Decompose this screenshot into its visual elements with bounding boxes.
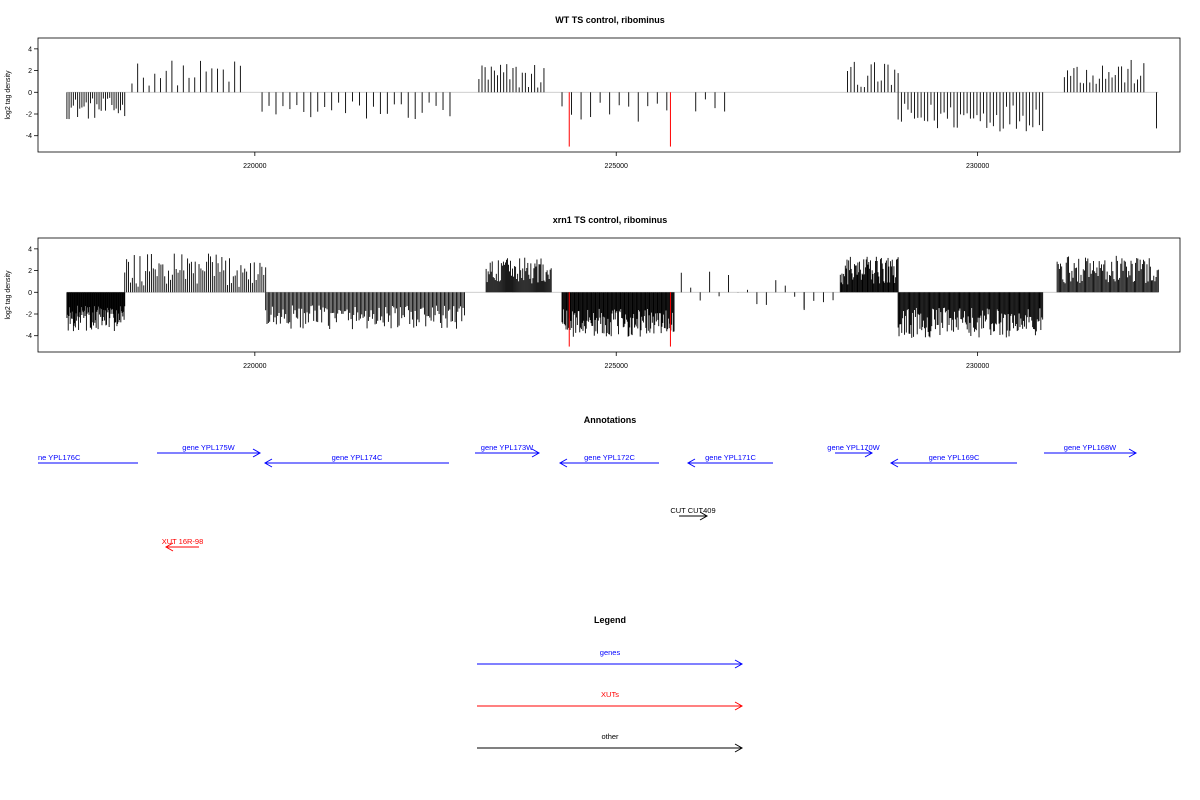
y-tick-label: 0: [28, 90, 32, 97]
annotations-track: Annotations ne YPL176C gene YPL175W gene Y…: [38, 415, 1138, 552]
legend-item: genes: [477, 648, 744, 669]
feature-label: gene YPL169C: [929, 453, 980, 462]
wt-axes: -4 -2 0 2 4 220000 225000 230000: [26, 46, 990, 170]
legend-item: other: [477, 732, 744, 753]
annotation-feature: gene YPL175W: [157, 443, 262, 458]
legend-arrow-head: [734, 743, 744, 753]
wt-density-panel: WT TS control, ribominus log2 tag densit…: [5, 15, 1181, 170]
legend-arrow-head: [734, 659, 744, 669]
wt-plot-frame: [37, 37, 1181, 153]
feature-label: gene YPL173W: [481, 443, 534, 452]
y-tick-label: -4: [26, 333, 32, 340]
legend-items: genes XUTs other: [477, 648, 744, 753]
annotation-feature: gene YPL174C: [263, 453, 449, 468]
annotation-feature: gene YPL172C: [558, 453, 659, 468]
xrn1-panel-title: xrn1 TS control, ribominus: [553, 215, 668, 225]
annotation-features: ne YPL176C gene YPL175W gene YPL174C gene Y…: [38, 443, 1138, 552]
y-tick-label: 4: [28, 246, 32, 253]
annotation-feature: gene YPL169C: [889, 453, 1017, 468]
y-tick-label: -2: [26, 312, 32, 319]
arrow-head-right: [1128, 448, 1138, 458]
annotations-title: Annotations: [584, 415, 637, 425]
feature-label: gene YPL168W: [1064, 443, 1117, 452]
feature-label: XUT 16R-98: [162, 537, 204, 546]
wt-panel-title: WT TS control, ribominus: [555, 15, 665, 25]
annotation-feature: XUT 16R-98: [162, 537, 204, 552]
x-tick-label: 230000: [966, 163, 989, 170]
annotation-feature: CUT CUT409: [670, 506, 716, 521]
arrow-head-left: [889, 458, 899, 468]
annotation-feature: ne YPL176C: [38, 453, 138, 464]
y-tick-label: -4: [26, 133, 32, 140]
arrow-head-left: [686, 458, 696, 468]
legend: Legend genes XUTs other: [477, 615, 744, 753]
legend-label: XUTs: [601, 690, 619, 699]
annotation-feature: gene YPL173W: [475, 443, 541, 458]
legend-arrow-head: [734, 701, 744, 711]
y-tick-label: 2: [28, 268, 32, 275]
feature-label: gene YPL170W: [827, 443, 880, 452]
feature-label: gene YPL172C: [584, 453, 635, 462]
feature-label: gene YPL171C: [705, 453, 756, 462]
x-tick-label: 225000: [605, 163, 628, 170]
x-tick-label: 225000: [605, 363, 628, 370]
xrn1-axes: -4 -2 0 2 4 220000 225000 230000: [26, 246, 990, 370]
wt-bars: [66, 59, 1159, 147]
feature-label: CUT CUT409: [670, 506, 715, 515]
annotation-feature: gene YPL170W: [827, 443, 881, 458]
arrow-head-right: [699, 511, 709, 521]
y-tick-label: 0: [28, 290, 32, 297]
x-tick-label: 220000: [243, 163, 266, 170]
annotation-feature: gene YPL171C: [686, 453, 773, 468]
feature-label: gene YPL175W: [182, 443, 235, 452]
legend-title: Legend: [594, 615, 626, 625]
legend-label: other: [601, 732, 619, 741]
y-tick-label: 2: [28, 68, 32, 75]
arrow-head-right: [252, 448, 262, 458]
y-tick-label: -2: [26, 112, 32, 119]
wt-y-axis-label: log2 tag density: [5, 70, 12, 120]
xrn1-y-axis-label: log2 tag density: [5, 270, 12, 320]
arrow-head-left: [164, 542, 174, 552]
xrn1-density-panel: xrn1 TS control, ribominus log2 tag dens…: [5, 215, 1181, 370]
x-tick-label: 230000: [966, 363, 989, 370]
y-tick-label: 4: [28, 46, 32, 53]
legend-item: XUTs: [477, 690, 744, 711]
arrow-head-left: [263, 458, 273, 468]
feature-label: ne YPL176C: [38, 453, 81, 462]
arrow-head-right: [864, 448, 874, 458]
annotation-feature: gene YPL168W: [1044, 443, 1138, 458]
legend-label: genes: [600, 648, 621, 657]
x-tick-label: 220000: [243, 363, 266, 370]
feature-label: gene YPL174C: [332, 453, 383, 462]
xrn1-bars: [66, 253, 1159, 347]
arrow-head-right: [531, 448, 541, 458]
arrow-head-left: [558, 458, 568, 468]
